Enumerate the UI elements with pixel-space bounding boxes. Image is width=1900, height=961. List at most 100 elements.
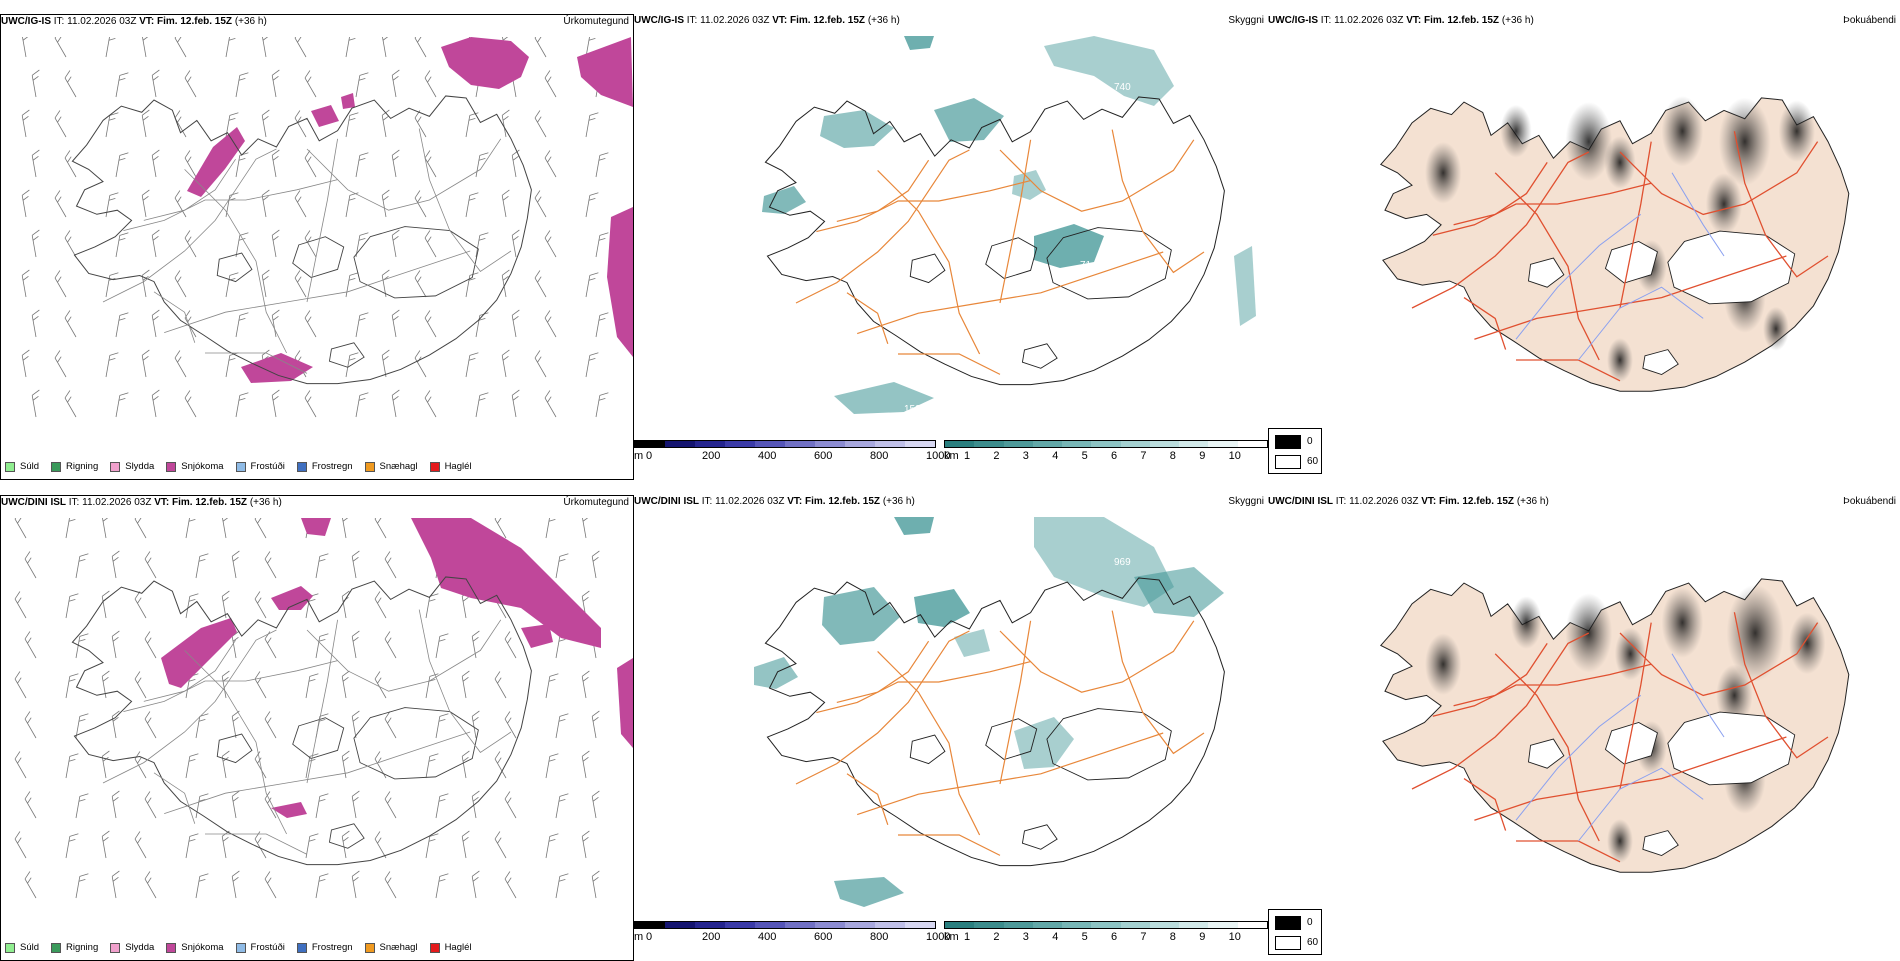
low-visibility-area (914, 589, 970, 627)
road (102, 148, 277, 303)
wind-barb (585, 352, 599, 378)
road (1453, 643, 1548, 707)
wind-barb (511, 149, 520, 178)
precip-map (14, 518, 633, 899)
road (1463, 778, 1507, 831)
fog-blob (1425, 633, 1462, 695)
wind-barb (144, 871, 157, 899)
fog-map (1379, 96, 1850, 392)
colorbar-segment (1091, 922, 1121, 928)
wind-barb (555, 793, 569, 819)
snow-area (607, 207, 633, 357)
visibility-tick-label: 2 (993, 450, 1000, 462)
fog-blob (1716, 664, 1753, 727)
wind-barb (144, 631, 157, 659)
visibility-map: 740 152 3 343 71 4 (762, 36, 1256, 415)
height-tick-label: 200 (702, 450, 721, 462)
height-unit: m (634, 450, 644, 462)
wind-barb (545, 753, 559, 779)
wind-barb (105, 37, 116, 58)
fog-map (1379, 578, 1850, 873)
wind-barb (195, 793, 209, 819)
legend-label: Haglél (444, 942, 472, 953)
precip-legend-item: Slydda (110, 942, 154, 953)
wind-barb (235, 72, 249, 98)
wind-barb (195, 713, 209, 739)
fog-legend: 0 60 (1268, 909, 1322, 955)
glacier-outline (216, 226, 479, 368)
wind-barb (101, 750, 110, 779)
fog-legend-white-swatch (1275, 455, 1301, 469)
low-visibility-area (820, 110, 894, 148)
visibility-tick-label: 2 (993, 931, 1000, 943)
wind-barb (111, 870, 120, 899)
wind-barb (555, 713, 569, 739)
wind-barb (111, 550, 120, 579)
road (898, 353, 1001, 375)
wind-barb (381, 37, 389, 58)
iceland-coastline (764, 577, 1225, 867)
wind-barb (65, 753, 79, 779)
wind-barb (254, 518, 267, 539)
colorbar-segment (1091, 441, 1121, 447)
vt-value: Fim. 12.feb. 15Z (172, 497, 248, 508)
wind-barb (595, 152, 609, 178)
wind-barb (544, 230, 557, 258)
road (184, 169, 287, 354)
road (857, 251, 1164, 335)
precip-legend-item: Súld (5, 942, 39, 953)
wind-barb (391, 149, 400, 178)
snow-area (271, 802, 307, 818)
lead-time: (+36 h) (867, 15, 900, 26)
wind-barb (225, 272, 239, 298)
wind-barb (254, 671, 267, 699)
wind-barb (351, 550, 360, 579)
wind-barb (65, 673, 79, 699)
wind-barb (595, 232, 609, 258)
colorbar-segment (1120, 441, 1150, 447)
snow-area (271, 586, 313, 610)
fog-blob (1718, 97, 1771, 186)
wind-barb (294, 37, 307, 58)
wind-barb (595, 312, 609, 338)
height-tick-label: 200 (702, 931, 721, 943)
road (306, 619, 338, 784)
wind-barb (141, 189, 150, 218)
road (1463, 297, 1507, 350)
panel-header: UWC/IG-IS IT: 11.02.2026 03Z VT: Fim. 12… (634, 14, 900, 28)
wind-barb (511, 389, 520, 418)
road (102, 629, 277, 784)
colorbar-segment (1149, 441, 1180, 447)
visibility-tick-label: 9 (1199, 931, 1206, 943)
visibility-tick-label: 3 (1022, 450, 1029, 462)
wind-barb (235, 232, 249, 258)
precip-legend-item: Rigning (51, 461, 98, 472)
wind-barb (271, 389, 280, 418)
glacier-outline (1527, 230, 1796, 376)
legend-swatch (166, 942, 177, 953)
wind-barb (374, 831, 387, 859)
wind-barb (315, 793, 329, 819)
wind-barb (264, 631, 277, 659)
wind-barb (65, 833, 79, 859)
panel-title: Þokuábendi (1843, 15, 1896, 26)
wind-barb (501, 269, 510, 298)
visibility-value-label: 71 (1080, 260, 1092, 271)
wind-barb (65, 518, 76, 539)
road (1432, 182, 1652, 236)
wind-barb (294, 190, 307, 218)
precip-legend: Súld Rigning Slydda Snjókoma Frostúði Frostre… (5, 461, 472, 472)
road (846, 292, 889, 344)
road (205, 833, 308, 855)
wind-barb (391, 69, 400, 98)
wind-barb (511, 229, 520, 258)
vt-value: Fim. 12.feb. 15Z (790, 15, 866, 26)
wind-barb (115, 312, 129, 338)
wind-barb (174, 110, 187, 138)
height-colorbar: m 0 200 400 600 800 1000 (634, 440, 950, 470)
colorbar-segment (905, 922, 935, 928)
wind-barb (264, 791, 277, 819)
road (999, 620, 1032, 785)
road (846, 773, 889, 825)
wind-barb (115, 232, 129, 258)
